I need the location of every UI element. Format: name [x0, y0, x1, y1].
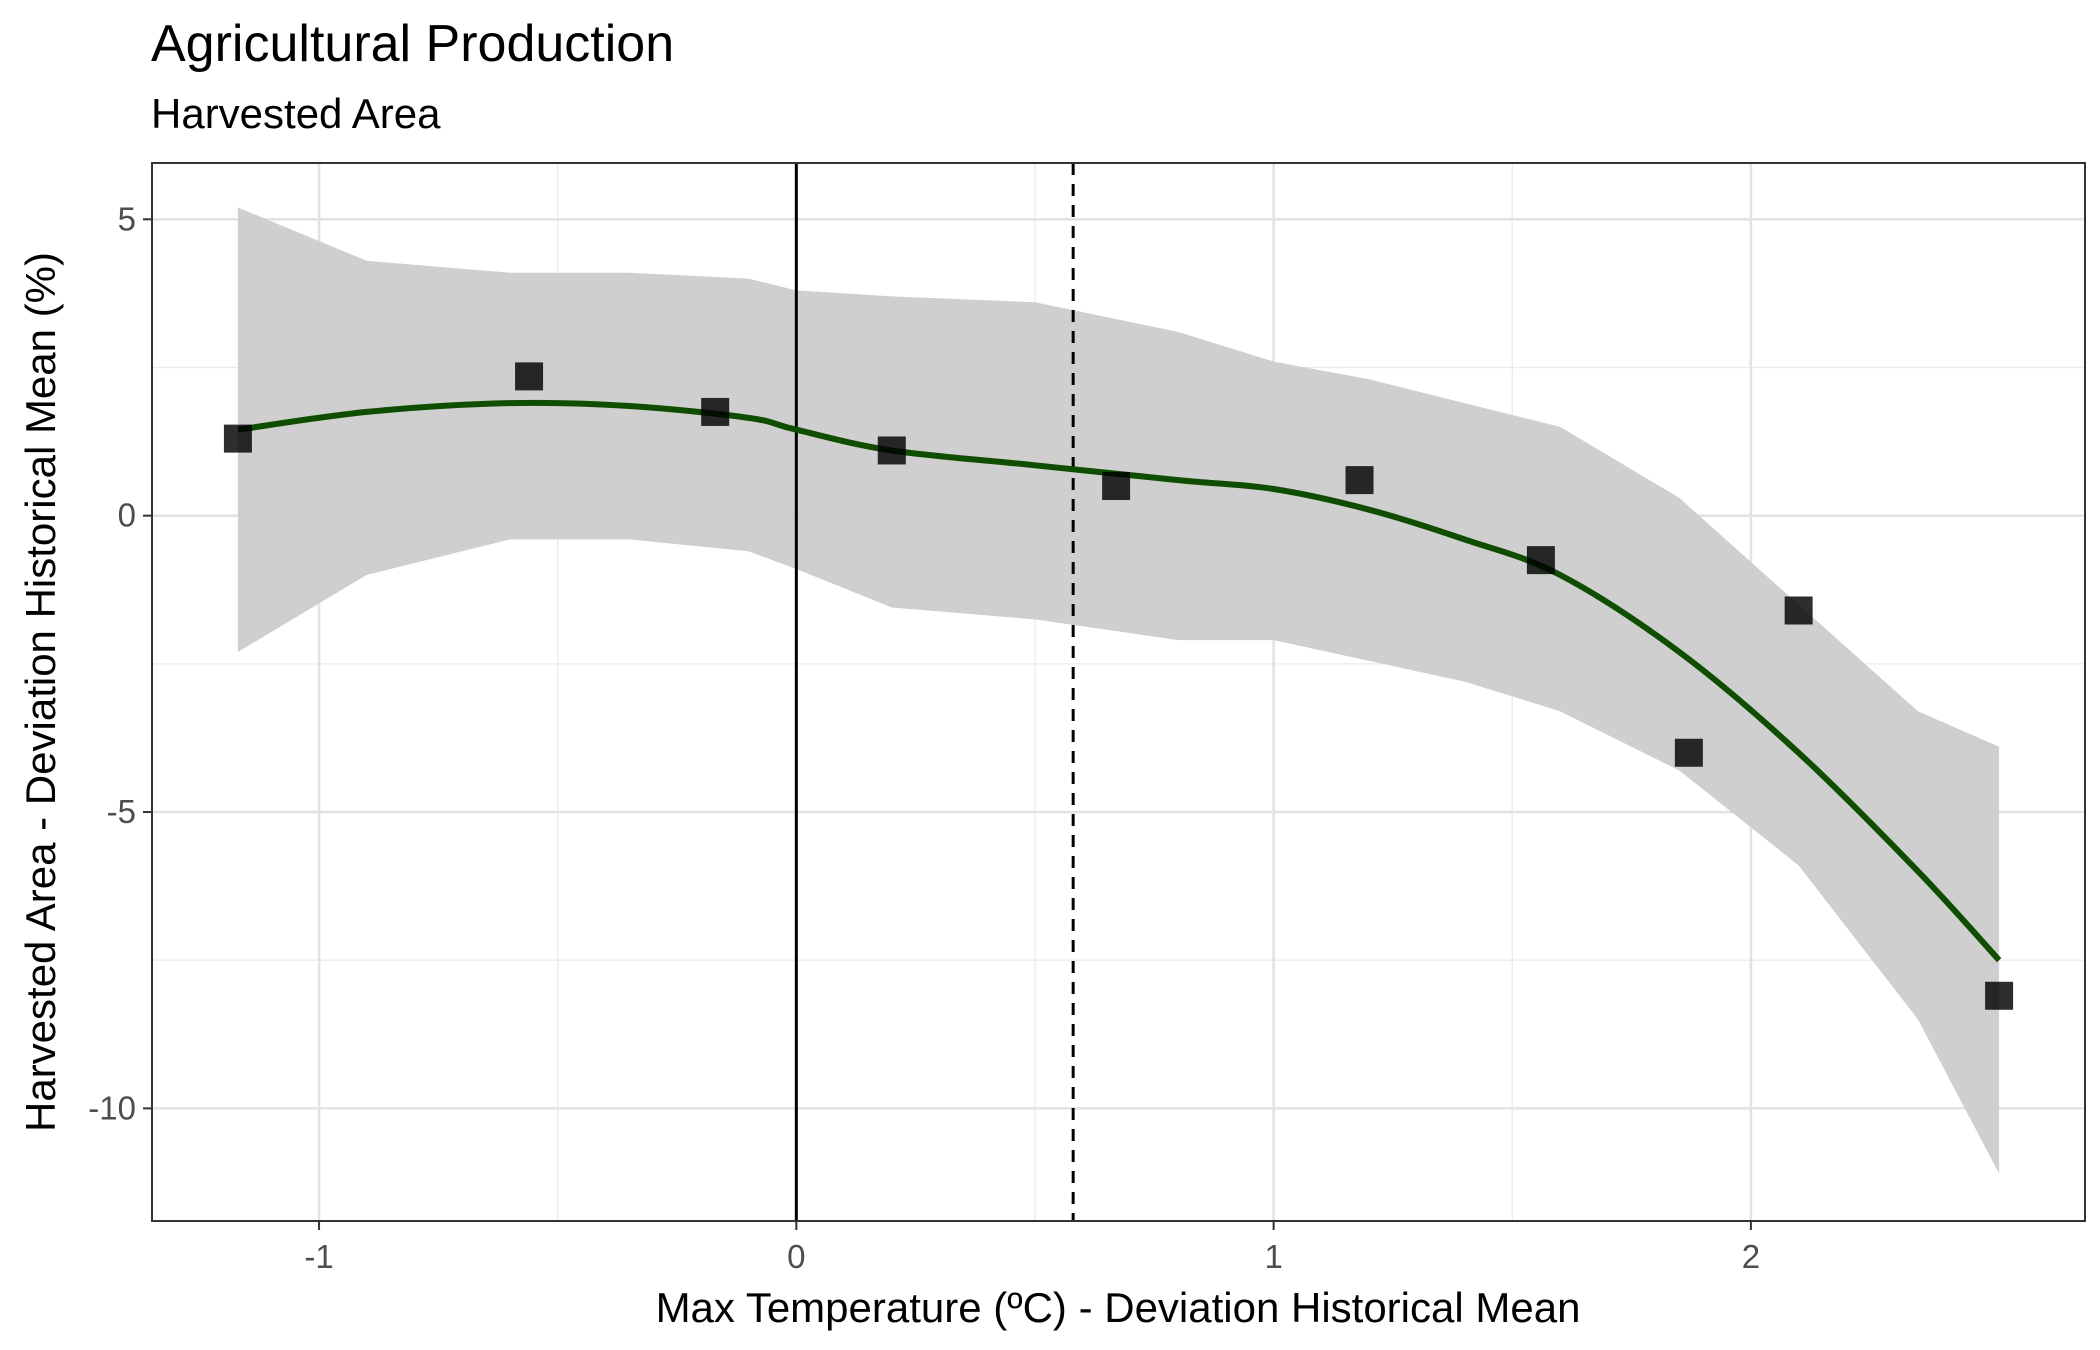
points-layer [223, 362, 2014, 1010]
plot-border [151, 162, 2086, 1222]
plot-panel [151, 162, 2086, 1222]
x-tick-label: 1 [1264, 1238, 1282, 1275]
x-axis: -1 0 1 2 [304, 1221, 1760, 1275]
x-tick-label: 2 [1742, 1238, 1760, 1275]
data-point [701, 397, 730, 426]
x-axis-title: Max Temperature (ºC) - Deviation Histori… [656, 1284, 1581, 1331]
reference-lines [794, 163, 1075, 1221]
data-point [1102, 472, 1131, 501]
data-point [515, 362, 544, 391]
x-tick-label: -1 [304, 1238, 333, 1275]
data-point [223, 424, 252, 453]
data-point [877, 436, 906, 465]
x-tick-label: 0 [787, 1238, 805, 1275]
data-point [1784, 596, 1813, 625]
smooth-line-layer [237, 399, 2002, 963]
y-tick-label: 0 [118, 497, 136, 534]
confidence-band-layer [237, 207, 2000, 1174]
y-tick-label: 5 [118, 200, 136, 237]
y-axis-title: Harvested Area - Deviation Historical Me… [17, 252, 64, 1132]
chart-subtitle: Harvested Area [151, 90, 441, 137]
y-axis: 5 0 -5 -10 [88, 200, 152, 1126]
y-tick-label: -5 [107, 793, 136, 830]
y-tick-label: -10 [88, 1089, 136, 1126]
data-point [1674, 738, 1703, 767]
data-point [1526, 546, 1555, 575]
confidence-band [237, 207, 2000, 1174]
smooth-trend-line [237, 399, 2002, 963]
data-point [1985, 981, 2014, 1010]
data-point [1345, 466, 1374, 495]
chart-title: Agricultural Production [151, 15, 674, 73]
